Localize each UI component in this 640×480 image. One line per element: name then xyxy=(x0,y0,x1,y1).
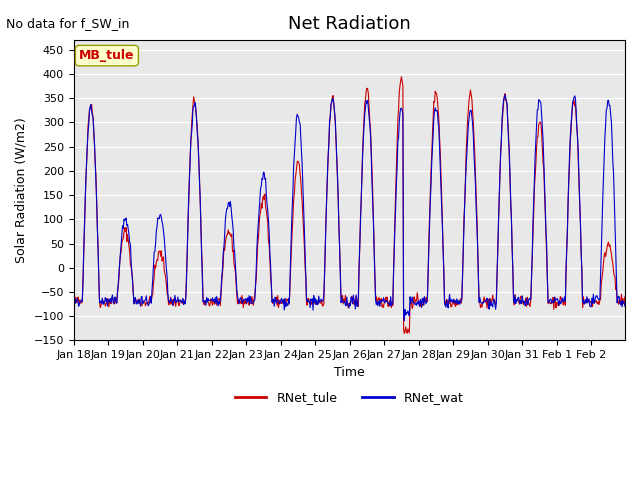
Title: Net Radiation: Net Radiation xyxy=(288,15,411,33)
RNet_wat xyxy=(236,297,244,303)
Text: MB_tule: MB_tule xyxy=(79,49,134,62)
RNet_wat xyxy=(70,300,77,306)
RNet_tule xyxy=(284,297,292,302)
RNet_tule xyxy=(408,300,415,305)
RNet_wat xyxy=(407,300,415,306)
RNet_wat xyxy=(401,318,408,324)
RNet_wat xyxy=(621,303,629,309)
Line: RNet_tule: RNet_tule xyxy=(74,77,625,334)
Legend: RNet_tule, RNet_wat: RNet_tule, RNet_wat xyxy=(230,386,468,409)
RNet_tule xyxy=(134,299,142,304)
RNet_wat xyxy=(438,202,445,207)
Line: RNet_wat: RNet_wat xyxy=(74,95,625,321)
X-axis label: Time: Time xyxy=(334,366,365,379)
RNet_tule xyxy=(236,298,244,304)
RNet_tule xyxy=(438,221,446,227)
RNet_tule xyxy=(401,331,408,336)
RNet_wat xyxy=(501,92,509,97)
RNet_wat xyxy=(284,302,292,308)
RNet_tule xyxy=(70,298,77,303)
Text: No data for f_SW_in: No data for f_SW_in xyxy=(6,17,130,30)
RNet_wat xyxy=(263,201,271,207)
RNet_tule xyxy=(263,214,271,220)
RNet_tule xyxy=(397,74,405,80)
Y-axis label: Solar Radiation (W/m2): Solar Radiation (W/m2) xyxy=(15,118,28,263)
RNet_wat xyxy=(134,300,142,306)
RNet_tule xyxy=(621,294,629,300)
